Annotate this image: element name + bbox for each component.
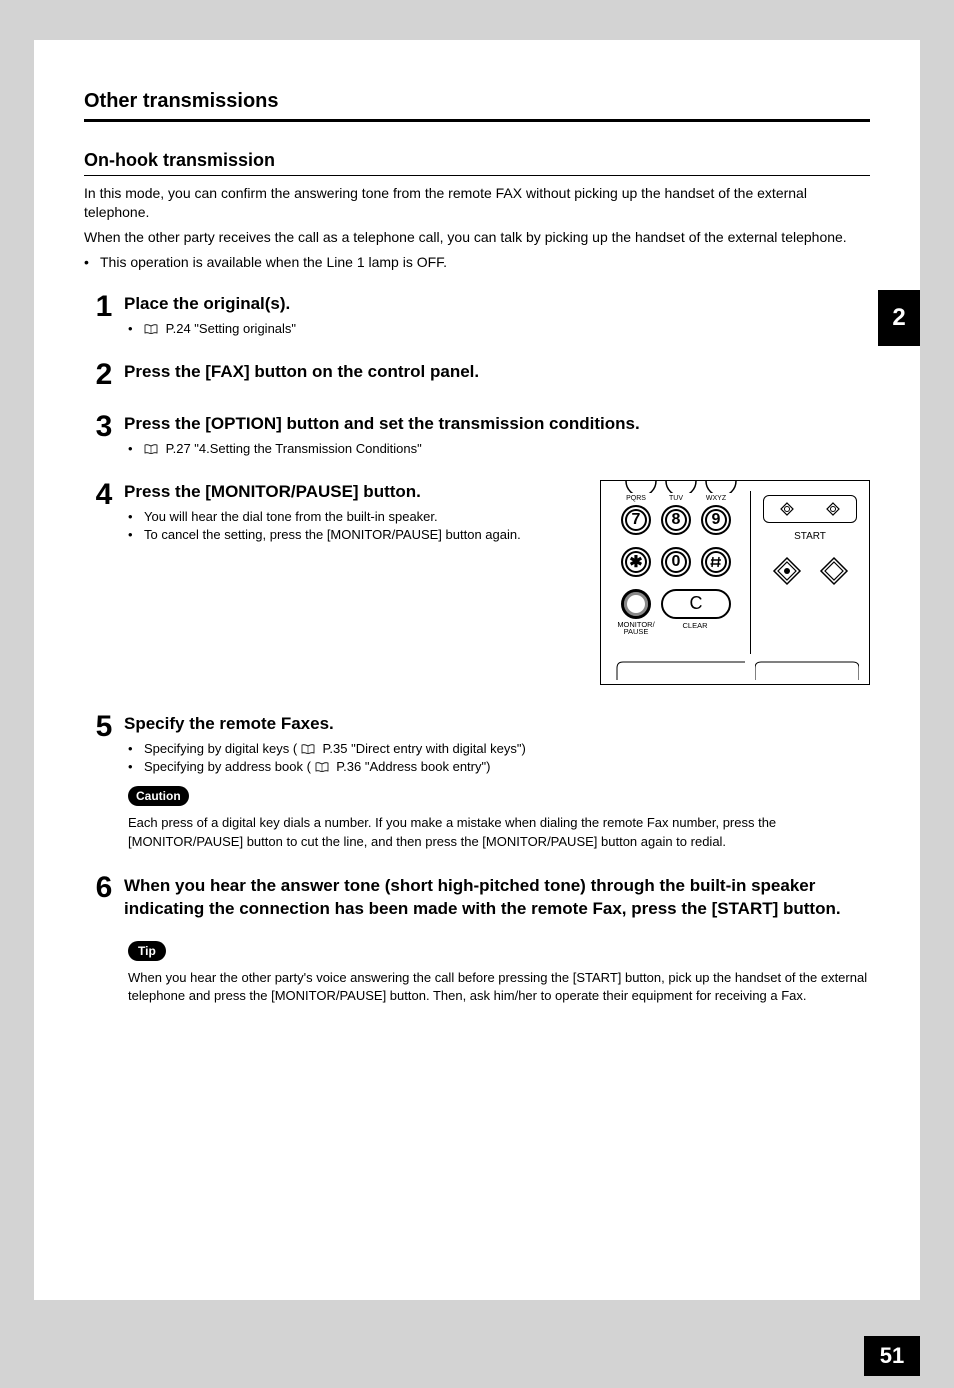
step-heading: Place the original(s). xyxy=(124,294,870,314)
step-number: 4 xyxy=(84,480,124,690)
step: 5 Specify the remote Faxes. • Specifying… xyxy=(84,712,870,851)
caution-text: Each press of a digital key dials a numb… xyxy=(128,814,870,850)
clear-label: CLEAR xyxy=(682,621,707,630)
bullet-text-pre: Specifying by address book ( xyxy=(144,759,311,774)
step-body: Specify the remote Faxes. • Specifying b… xyxy=(124,712,870,851)
intro-paragraph: In this mode, you can confirm the answer… xyxy=(84,184,870,222)
step: 6 When you hear the answer tone (short h… xyxy=(84,873,870,1005)
start-buttons xyxy=(763,551,857,591)
steps-list: 1 Place the original(s). • P.24 "Setting… xyxy=(84,292,870,1005)
bullet-text-post: ) xyxy=(486,759,490,774)
step-ref-text: P.27 "4.Setting the Transmission Conditi… xyxy=(166,441,422,456)
keypad-illustration: PQRS TUV WXYZ 7 8 9 ✱ 0 xyxy=(600,480,870,685)
page-number: 51 xyxy=(864,1336,920,1376)
book-icon xyxy=(144,441,158,451)
book-icon xyxy=(301,741,315,751)
bullet-ref: P.35 "Direct entry with digital keys" xyxy=(322,741,521,756)
step-number: 2 xyxy=(84,360,124,390)
key-label: PQRS xyxy=(621,495,651,502)
step-body: Press the [OPTION] button and set the tr… xyxy=(124,412,870,458)
bullet-dot: • xyxy=(128,758,144,776)
section-title: Other transmissions xyxy=(84,90,870,122)
step-bullet: • To cancel the setting, press the [MONI… xyxy=(128,526,590,544)
key-7: 7 xyxy=(621,505,651,535)
bullet-dot: • xyxy=(128,320,144,338)
step-bullet-text: You will hear the dial tone from the bui… xyxy=(144,508,438,526)
tip-badge: Tip xyxy=(128,941,166,961)
step-ref: • P.24 "Setting originals" xyxy=(128,320,870,338)
step: 3 Press the [OPTION] button and set the … xyxy=(84,412,870,458)
step-ref: • P.27 "4.Setting the Transmission Condi… xyxy=(128,440,870,458)
step-bullet: • Specifying by address book ( P.36 "Add… xyxy=(128,758,870,776)
step-heading: Press the [MONITOR/PAUSE] button. xyxy=(124,482,590,502)
intro-bullet-text: This operation is available when the Lin… xyxy=(100,253,447,272)
step: 4 Press the [MONITOR/PAUSE] button. • Yo… xyxy=(84,480,870,690)
intro-bullet: • This operation is available when the L… xyxy=(84,253,870,272)
bullet-dot: • xyxy=(128,740,144,758)
step-number: 5 xyxy=(84,712,124,851)
step-body: When you hear the answer tone (short hig… xyxy=(124,873,870,1005)
start-label: START xyxy=(763,531,857,542)
tip-text: When you hear the other party's voice an… xyxy=(128,969,870,1005)
start-indicator xyxy=(763,495,857,523)
step: 2 Press the [FAX] button on the control … xyxy=(84,360,870,390)
step-number: 1 xyxy=(84,292,124,338)
book-icon xyxy=(144,321,158,331)
key-8: 8 xyxy=(661,505,691,535)
divider xyxy=(750,491,751,654)
bullet-dot: • xyxy=(128,440,144,458)
step-heading: When you hear the answer tone (short hig… xyxy=(124,875,870,921)
key-hash xyxy=(701,547,731,577)
bottom-strip xyxy=(755,660,859,680)
pause-label: PAUSE xyxy=(613,628,659,636)
step-bullet-text: To cancel the setting, press the [MONITO… xyxy=(144,526,521,544)
start-diamond-icon xyxy=(772,556,802,586)
clear-c-text: C xyxy=(690,593,703,614)
step-number: 6 xyxy=(84,873,124,1005)
bullet-ref: P.36 "Address book entry" xyxy=(336,759,486,774)
decorative-top-arcs xyxy=(621,481,741,493)
step-body: Press the [FAX] button on the control pa… xyxy=(124,360,870,390)
key-label: TUV xyxy=(661,495,691,502)
bullet-dot: • xyxy=(128,526,144,544)
step-heading: Specify the remote Faxes. xyxy=(124,714,870,734)
key-9: 9 xyxy=(701,505,731,535)
book-icon xyxy=(315,759,329,769)
key-clear: C xyxy=(661,589,731,619)
step-bullet: • Specifying by digital keys ( P.35 "Dir… xyxy=(128,740,870,758)
bullet-text-pre: Specifying by digital keys ( xyxy=(144,741,297,756)
key-label: WXYZ xyxy=(701,495,731,502)
step-body: Place the original(s). • P.24 "Setting o… xyxy=(124,292,870,338)
bullet-dot: • xyxy=(84,253,100,272)
start-diamond-icon xyxy=(819,556,849,586)
caution-badge: Caution xyxy=(128,786,189,806)
bullet-text-post: ) xyxy=(521,741,525,756)
page: Other transmissions On-hook transmission… xyxy=(34,40,920,1300)
intro-paragraph: When the other party receives the call a… xyxy=(84,228,870,247)
diamond-outline-icon xyxy=(779,501,795,517)
sub-title: On-hook transmission xyxy=(84,150,870,176)
step-ref-text: P.24 "Setting originals" xyxy=(166,321,296,336)
step: 1 Place the original(s). • P.24 "Setting… xyxy=(84,292,870,338)
key-monitor-pause xyxy=(621,589,651,619)
chapter-tab: 2 xyxy=(878,290,920,346)
step-number: 3 xyxy=(84,412,124,458)
bullet-dot: • xyxy=(128,508,144,526)
key-star: ✱ xyxy=(621,547,651,577)
step-bullet: • You will hear the dial tone from the b… xyxy=(128,508,590,526)
diamond-outline-icon xyxy=(825,501,841,517)
step-heading: Press the [OPTION] button and set the tr… xyxy=(124,414,870,434)
bottom-strip xyxy=(615,660,745,680)
key-0: 0 xyxy=(661,547,691,577)
step-heading: Press the [FAX] button on the control pa… xyxy=(124,362,870,382)
